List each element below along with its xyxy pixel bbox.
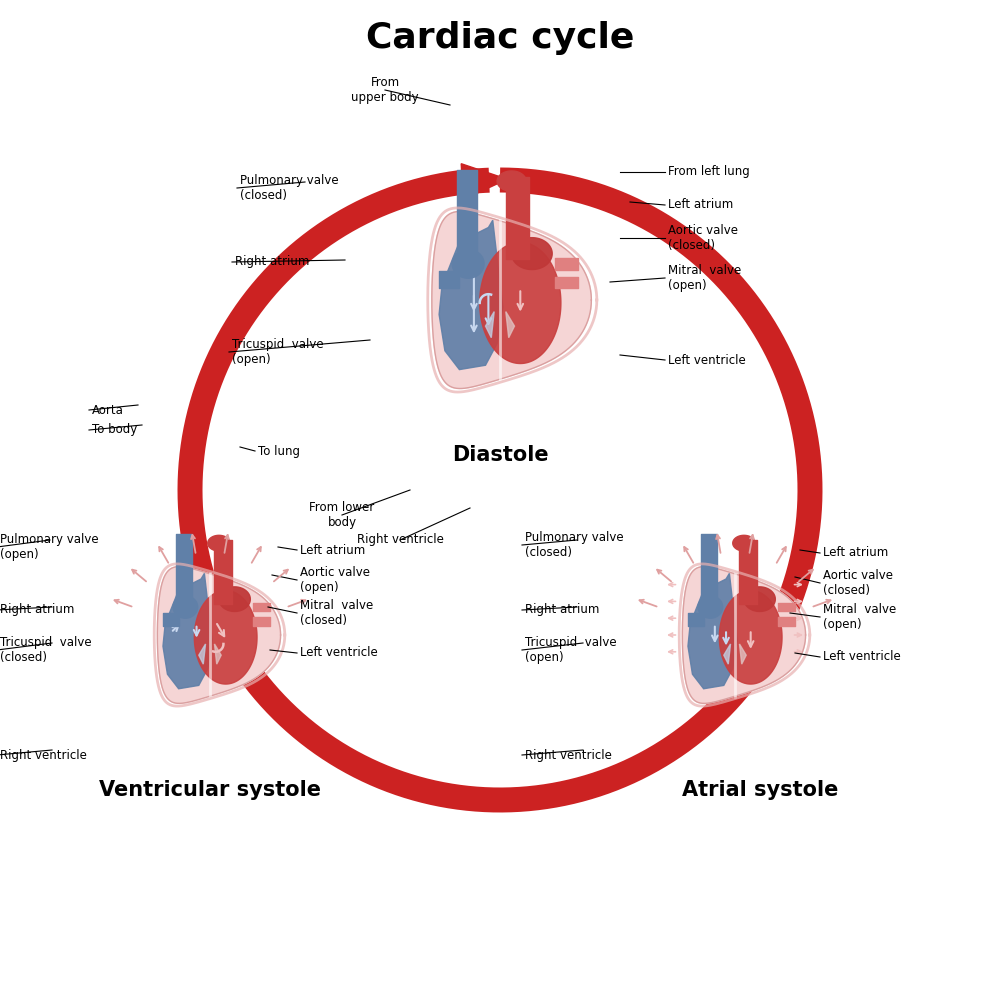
Polygon shape: [719, 590, 782, 684]
Text: Tricuspid  valve
(open): Tricuspid valve (open): [232, 338, 324, 366]
Polygon shape: [486, 312, 494, 338]
Text: Aortic valve
(closed): Aortic valve (closed): [668, 224, 738, 252]
Polygon shape: [506, 312, 514, 338]
Text: Left ventricle: Left ventricle: [300, 647, 378, 660]
Text: From left lung: From left lung: [668, 165, 750, 178]
Polygon shape: [461, 164, 507, 200]
Text: From lower
body: From lower body: [309, 501, 375, 529]
Text: Diastole: Diastole: [452, 445, 548, 465]
Text: To body: To body: [92, 424, 137, 436]
Polygon shape: [222, 630, 261, 677]
Text: Right ventricle: Right ventricle: [525, 748, 612, 762]
Polygon shape: [512, 238, 552, 270]
Polygon shape: [724, 644, 731, 664]
Polygon shape: [452, 249, 484, 278]
Text: To lung: To lung: [258, 444, 300, 458]
Polygon shape: [208, 535, 230, 551]
Text: From
upper body: From upper body: [351, 76, 419, 104]
Polygon shape: [739, 644, 746, 664]
Polygon shape: [766, 603, 802, 652]
Text: Right ventricle: Right ventricle: [0, 748, 87, 762]
Polygon shape: [480, 242, 561, 364]
Text: Left atrium: Left atrium: [300, 544, 365, 556]
Polygon shape: [682, 567, 806, 703]
Text: Pulmonary valve
(closed): Pulmonary valve (closed): [240, 174, 339, 202]
Text: Mitral  valve
(open): Mitral valve (open): [668, 264, 741, 292]
Text: Aortic valve
(closed): Aortic valve (closed): [823, 569, 893, 597]
Text: Pulmonary valve
(closed): Pulmonary valve (closed): [525, 531, 624, 559]
Polygon shape: [199, 644, 206, 664]
Polygon shape: [744, 587, 775, 611]
Polygon shape: [698, 596, 723, 618]
Text: Aorta: Aorta: [92, 403, 124, 416]
Text: Ventricular systole: Ventricular systole: [99, 780, 321, 800]
Polygon shape: [733, 535, 755, 551]
Polygon shape: [688, 573, 737, 689]
Text: Right atrium: Right atrium: [525, 603, 599, 616]
Text: Atrial systole: Atrial systole: [682, 780, 838, 800]
Polygon shape: [173, 596, 198, 618]
Polygon shape: [439, 220, 503, 370]
Text: Pulmonary valve
(open): Pulmonary valve (open): [0, 533, 99, 561]
Polygon shape: [163, 573, 212, 689]
Text: Tricuspid  valve
(open): Tricuspid valve (open): [525, 636, 617, 664]
Text: Right atrium: Right atrium: [235, 255, 309, 268]
Text: Right atrium: Right atrium: [0, 603, 74, 616]
Text: Mitral  valve
(open): Mitral valve (open): [823, 603, 896, 631]
Text: Left atrium: Left atrium: [823, 546, 888, 560]
Polygon shape: [157, 567, 281, 703]
Polygon shape: [497, 171, 526, 191]
Polygon shape: [219, 587, 250, 611]
Text: Mitral  valve
(closed): Mitral valve (closed): [300, 599, 373, 627]
Polygon shape: [432, 211, 591, 389]
Text: Left ventricle: Left ventricle: [668, 354, 746, 366]
Text: Left ventricle: Left ventricle: [823, 650, 901, 664]
Text: Aortic valve
(open): Aortic valve (open): [300, 566, 370, 594]
Polygon shape: [214, 644, 221, 664]
Polygon shape: [194, 590, 257, 684]
Text: Left atrium: Left atrium: [668, 198, 733, 212]
Text: Tricuspid  valve
(closed): Tricuspid valve (closed): [0, 636, 92, 664]
Text: Right ventricle: Right ventricle: [357, 534, 443, 546]
Text: Cardiac cycle: Cardiac cycle: [366, 21, 634, 55]
